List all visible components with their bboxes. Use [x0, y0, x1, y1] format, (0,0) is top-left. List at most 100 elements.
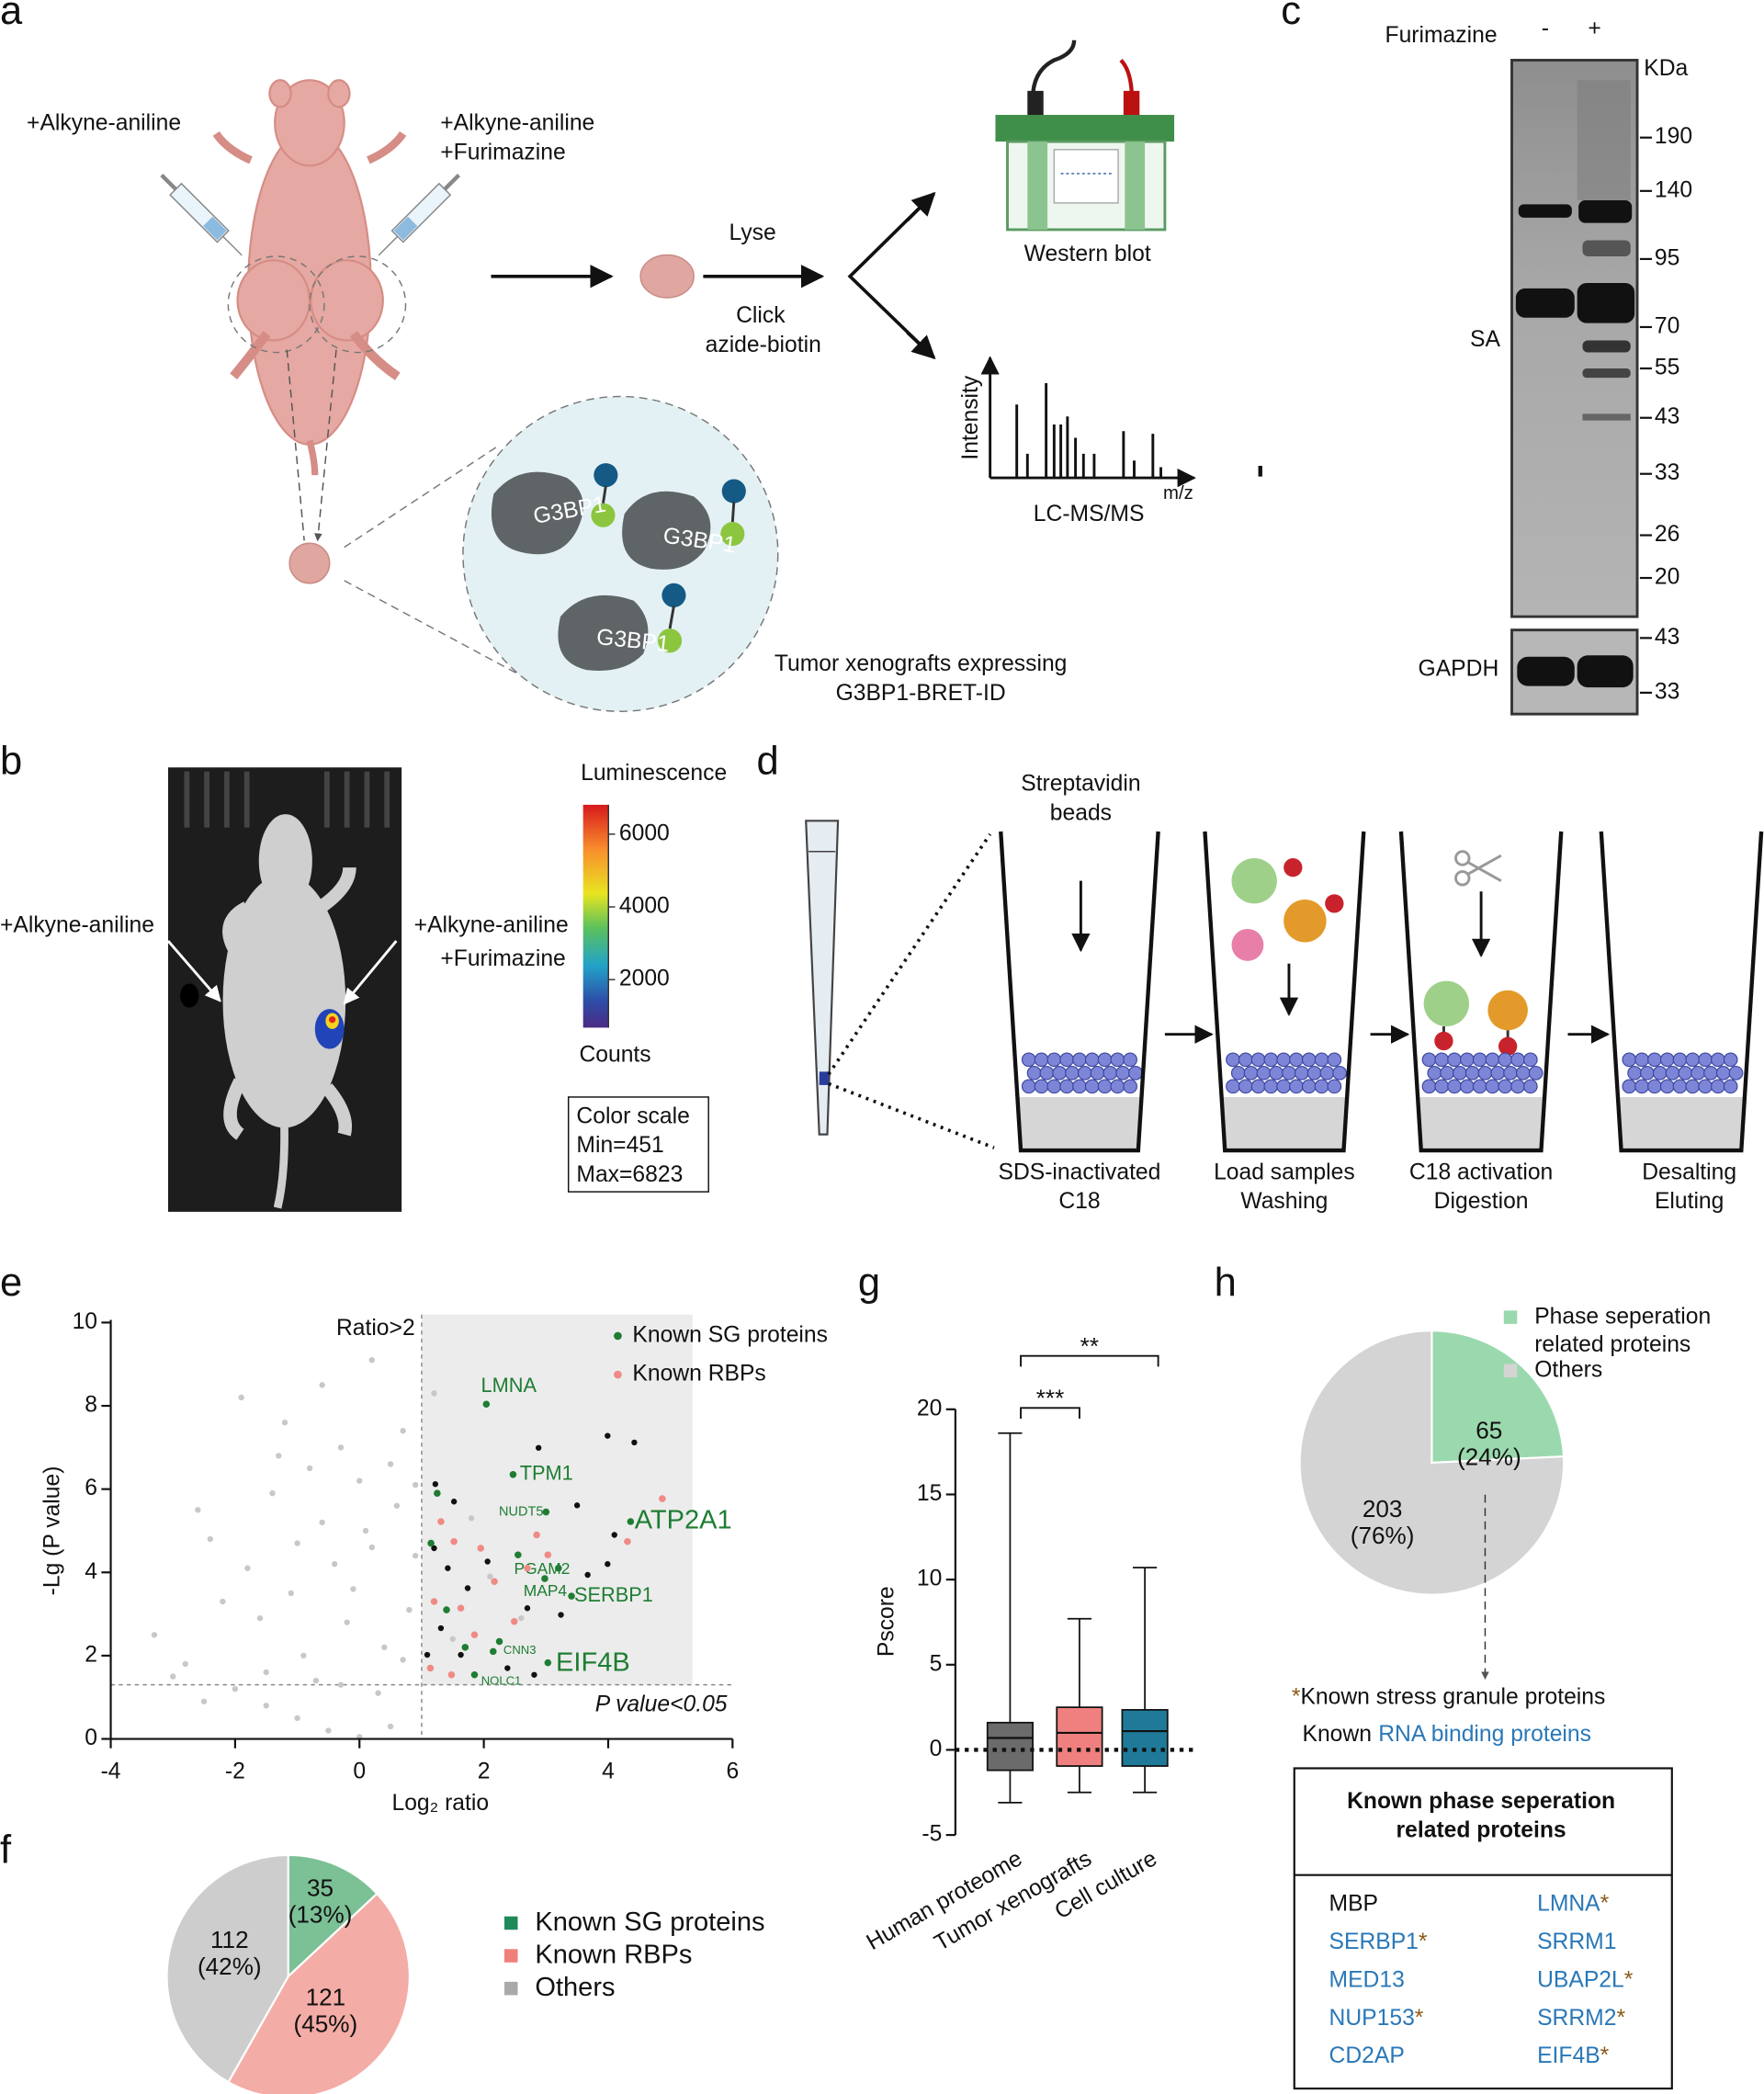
bead — [1685, 1052, 1701, 1068]
bead — [1059, 1079, 1074, 1094]
colorbar-title: Luminescence — [581, 761, 727, 786]
method-label: LC-MS/MS — [1034, 502, 1145, 526]
note-mark: * — [1292, 1684, 1301, 1709]
bead — [1440, 1065, 1454, 1081]
bead — [1314, 1079, 1329, 1094]
data-point — [434, 1489, 441, 1497]
data-point — [511, 1617, 518, 1625]
point-label: MAP4 — [524, 1581, 568, 1600]
scale-text: Color scale — [576, 1104, 689, 1128]
axis-label: m/z — [1163, 483, 1193, 504]
data-point — [470, 1670, 479, 1679]
dashed-arrow — [286, 349, 337, 541]
data-point — [524, 1564, 531, 1572]
data-point — [319, 1382, 325, 1388]
bead — [1327, 1079, 1342, 1094]
marker-label: 70 — [1655, 313, 1679, 338]
legend-swatch — [1503, 1364, 1518, 1377]
bead — [1034, 1079, 1049, 1094]
bead — [1485, 1052, 1500, 1068]
bead — [1447, 1052, 1462, 1068]
y-tick-label: 15 — [917, 1481, 942, 1506]
zoom-line — [828, 1081, 995, 1149]
bead — [1522, 1052, 1538, 1068]
bead — [1711, 1052, 1725, 1068]
protein-name: LMNA — [1537, 1891, 1600, 1916]
colorbar-unit: Counts — [579, 1042, 650, 1067]
bead — [1046, 1079, 1062, 1094]
table-item: SRRM2* — [1537, 2005, 1625, 2030]
bead — [1477, 1065, 1493, 1081]
data-point — [504, 1665, 511, 1671]
legend-label: Known RBPs — [632, 1362, 765, 1387]
data-point — [584, 1571, 591, 1579]
data-point — [170, 1673, 176, 1680]
tube-fill — [1016, 1096, 1143, 1151]
data-point — [509, 1471, 517, 1478]
bead — [1110, 1052, 1125, 1068]
data-point — [542, 1508, 550, 1516]
data-point — [263, 1669, 269, 1676]
legend-label: Others — [1534, 1357, 1602, 1382]
marker-label: 55 — [1655, 355, 1679, 379]
y-tick-label: 5 — [930, 1651, 943, 1676]
zoom-line — [827, 832, 992, 1076]
data-point — [207, 1535, 214, 1543]
bead — [1510, 1079, 1525, 1094]
data-point — [294, 1715, 300, 1722]
blot-label: GAPDH — [1419, 657, 1499, 682]
data-point — [659, 1495, 666, 1502]
bead — [1622, 1052, 1637, 1068]
bead — [1472, 1079, 1487, 1094]
data-point — [276, 1453, 282, 1459]
data-point — [430, 1598, 438, 1605]
bead — [1301, 1079, 1317, 1094]
data-point — [624, 1537, 631, 1545]
note: Known RNA binding proteins — [1302, 1722, 1590, 1747]
data-point — [457, 1604, 465, 1613]
colorbar — [582, 804, 609, 1028]
method-label: Western blot — [1024, 242, 1151, 266]
y-tick-label: 6 — [85, 1476, 97, 1500]
protein: G3BP1 — [622, 479, 746, 570]
bead — [1672, 1052, 1688, 1068]
x-tick-label: 2 — [478, 1759, 491, 1783]
data-point — [368, 1544, 375, 1551]
bead — [1123, 1052, 1137, 1068]
data-point — [232, 1685, 239, 1692]
syringe — [160, 174, 243, 256]
bead — [1447, 1079, 1462, 1094]
treatment-label: Furimazine — [1385, 23, 1498, 48]
pipette-c18 — [819, 1071, 829, 1085]
legend-label: Others — [535, 1973, 615, 2002]
protein-name: SRRM2 — [1537, 2005, 1616, 2030]
protein: G3BP1 — [491, 463, 618, 555]
data-point — [182, 1660, 188, 1668]
scale-text: Max=6823 — [576, 1162, 683, 1187]
image-detail — [180, 983, 199, 1008]
scale-box — [567, 1096, 709, 1193]
legend-label: Known SG proteins — [535, 1907, 764, 1937]
arrow — [343, 940, 398, 1005]
blot-bands — [1515, 80, 1635, 421]
bead — [1052, 1065, 1068, 1081]
data-point — [431, 1390, 437, 1397]
data-point — [426, 1664, 435, 1672]
data-point — [437, 1624, 445, 1632]
marker-label: 43 — [1655, 404, 1679, 429]
data-point — [256, 1614, 264, 1622]
bead — [1123, 1079, 1137, 1094]
marker-label: 26 — [1655, 522, 1679, 547]
box — [1056, 1706, 1103, 1767]
point-label: LMNA — [481, 1374, 537, 1397]
sg-mark: * — [1600, 2043, 1610, 2068]
bead — [1250, 1079, 1266, 1094]
bead — [1703, 1065, 1718, 1081]
data-point — [312, 1677, 320, 1684]
bead — [1097, 1052, 1113, 1068]
x-tick-label: 6 — [726, 1759, 739, 1783]
data-point — [432, 1481, 439, 1488]
bead — [1690, 1065, 1705, 1081]
bead — [1652, 1065, 1668, 1081]
